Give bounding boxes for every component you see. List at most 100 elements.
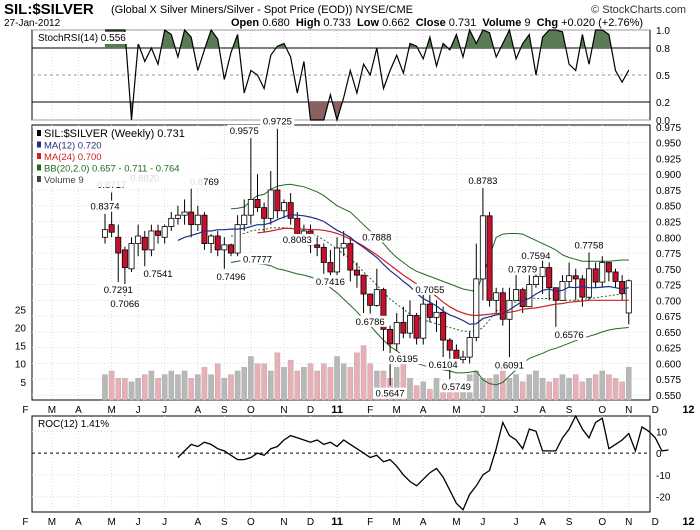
candle-body (281, 202, 288, 212)
candle-body (141, 236, 148, 251)
price-tick-label: 0.600 (656, 359, 681, 370)
stochrsi-tick-label: 0.8 (656, 44, 670, 55)
price-x-tick-label: J (162, 405, 167, 416)
price-legend-box (34, 127, 204, 187)
volume-bar (619, 381, 625, 401)
price-tick-label: 0.750 (656, 265, 681, 276)
volume-bar (473, 370, 480, 401)
price-annotation: 0.7496 (216, 272, 245, 283)
volume-bar (513, 374, 519, 401)
candle-body (201, 214, 208, 244)
price-annotation-box (101, 283, 136, 295)
candle-body (314, 244, 321, 248)
price-annotation-box (492, 359, 527, 371)
price-x-tick-label: J (136, 405, 141, 416)
roc-x-tick-label: D (652, 517, 659, 528)
candle-body (188, 211, 195, 226)
volume-bar (181, 370, 188, 401)
roc-legend: ROC(12) 1.41% (38, 419, 109, 430)
candle-body (108, 224, 115, 233)
volume-bar (546, 381, 552, 401)
candle-body (393, 322, 400, 345)
price-annotation: 0.7758 (574, 241, 603, 252)
candle-body (599, 262, 606, 283)
price-annotation: 0.7066 (110, 299, 139, 310)
high-label: High (295, 17, 321, 29)
candle-body (605, 262, 612, 273)
legend-swatch (37, 153, 41, 159)
volume-bar (526, 374, 533, 401)
symbol-description: (Global X Silver Miners/Silver - Spot Pr… (111, 4, 413, 16)
price-annotation: 0.6195 (389, 354, 418, 365)
candle-body (128, 243, 135, 270)
candle-body (221, 244, 228, 251)
volume-bar (393, 367, 400, 401)
volume-bar (334, 356, 340, 401)
price-x-tick-label: 12 (682, 404, 694, 416)
volume-bar (281, 367, 287, 401)
volume-bar (566, 378, 572, 401)
volume-bar (533, 370, 539, 401)
candle-body (208, 235, 215, 244)
volume-bar (626, 367, 632, 401)
candle-body (155, 230, 162, 236)
candle-body (194, 214, 201, 226)
candle-body (440, 311, 447, 341)
roc-x-tick-label: M (107, 517, 115, 528)
price-annotation-box (426, 358, 461, 370)
price-x-tick-label: 11 (331, 404, 343, 416)
price-annotation: 0.5749 (442, 382, 471, 393)
volume-bar (519, 381, 526, 401)
volume-bar (374, 370, 380, 401)
volume-bar (142, 374, 148, 401)
volume-bar (188, 378, 194, 401)
volume-bar (115, 378, 122, 401)
price-tick-label: 0.575 (656, 375, 681, 386)
price-tick-label: 0.975 (656, 123, 681, 134)
volume-bar (579, 381, 586, 401)
roc-tick-label: 0 (656, 449, 662, 460)
volume-bar (586, 378, 592, 401)
candle-body (420, 303, 427, 339)
candle-body (353, 269, 360, 276)
volume-bar (321, 363, 327, 401)
price-annotation: 0.8083 (283, 235, 312, 246)
close-label: Close (415, 17, 446, 29)
candle-body (539, 267, 546, 277)
volume-bar (612, 378, 619, 401)
price-annotation: 0.8374 (90, 202, 119, 213)
price-annotation-box (107, 298, 142, 310)
price-annotation-box (260, 115, 295, 127)
candle-body (473, 278, 480, 338)
candle-body (115, 236, 122, 254)
ohlc-readout: Open 0.680 High 0.733 Low 0.662 Close 0.… (231, 17, 643, 29)
candle-body (526, 284, 533, 308)
volume-bar (327, 367, 334, 401)
roc-x-tick-label: J (162, 517, 167, 528)
candle-body (380, 289, 387, 330)
price-x-tick-label: A (539, 405, 546, 416)
price-tick-label: 0.850 (656, 202, 681, 213)
volume-bar (413, 385, 420, 401)
candle-body (592, 268, 599, 283)
volume-bar (195, 374, 201, 401)
price-tick-label: 0.825 (656, 218, 681, 229)
roc-x-tick-label: O (598, 517, 606, 528)
roc-x-tick-label: F (22, 517, 28, 528)
candle-body (148, 230, 155, 251)
stochrsi-tick-label: 0.0 (656, 116, 670, 127)
volume-bar (592, 374, 599, 401)
price-annotation-box (505, 263, 540, 275)
candle-body (214, 235, 221, 251)
volume-bar (301, 367, 307, 401)
candle-body (493, 292, 500, 301)
volume-bar (506, 378, 513, 401)
volume-bar (606, 374, 612, 401)
price-x-tick-label: M (48, 405, 56, 416)
roc-tick-label: -10 (656, 471, 671, 482)
roc-legend-box (34, 418, 126, 430)
volume-value: 9 (524, 17, 531, 29)
legend-swatch (37, 176, 41, 182)
price-annotation-box (240, 253, 275, 265)
